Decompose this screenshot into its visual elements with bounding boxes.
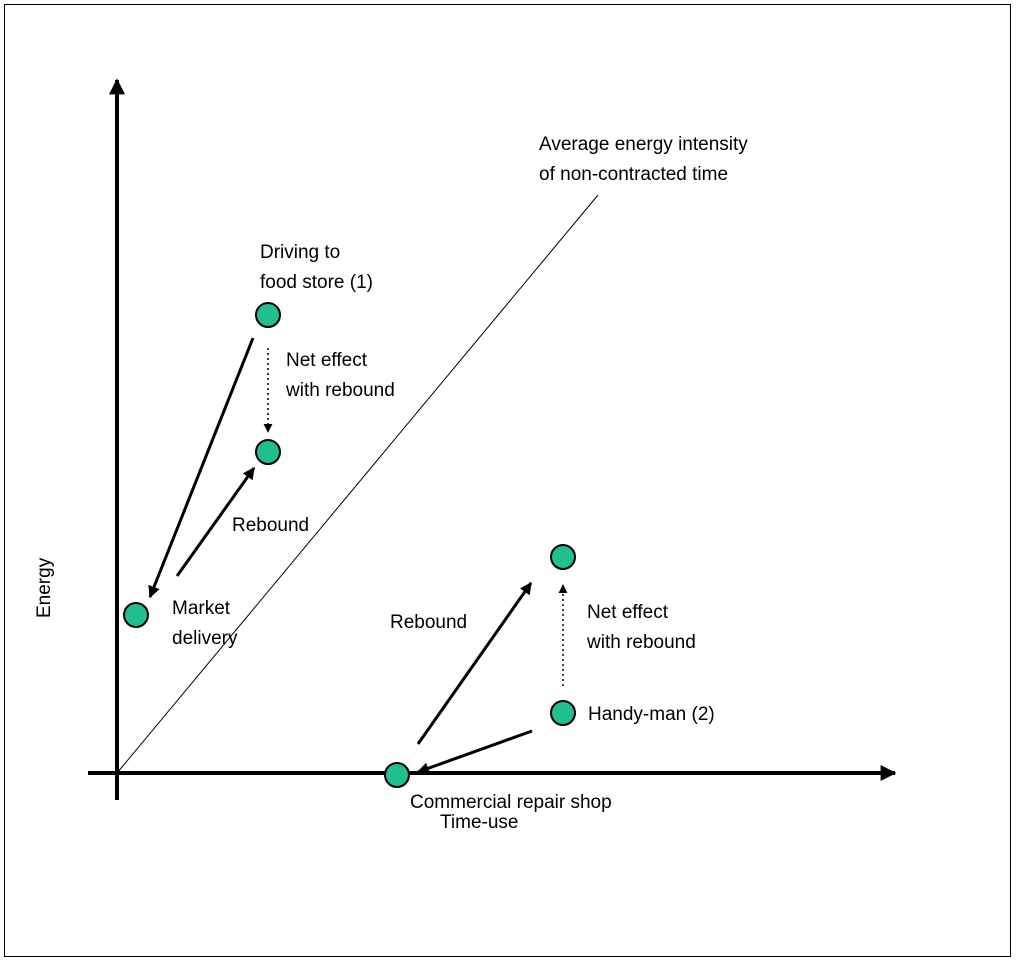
handyman-rebound-node [550,544,576,570]
rebound-label-2: Rebound [390,612,467,633]
rebound-arrow-1 [175,467,256,577]
market-delivery-label-2: delivery [172,628,238,649]
net-effect-label-1a: Net effect [286,350,368,371]
driving-rebound-node [255,439,281,465]
rebound-label-1: Rebound [232,515,309,536]
driving-label-1: Driving to [260,242,340,263]
reference-line-label-2: of non-contracted time [539,164,728,185]
handyman-node [550,700,576,726]
reference-line-label-1: Average energy intensity [539,134,748,155]
market-delivery-node [123,602,149,628]
net-effect-label-1b: with rebound [285,380,395,401]
repair-shop-label: Commercial repair shop [410,792,612,813]
diagram-frame [4,4,1011,957]
net-effect-label-2b: with rebound [586,632,696,653]
y-axis-label: Energy [34,557,55,618]
handyman-label: Handy-man (2) [588,704,715,725]
substitution-arrow-1 [148,337,255,599]
average-intensity-line [116,194,599,774]
driving-label-2: food store (1) [260,272,373,293]
driving-node [255,302,281,328]
market-delivery-label-1: Market [172,598,231,619]
substitution-arrow-2 [416,729,533,774]
net-effect-label-2a: Net effect [587,602,669,623]
repair-shop-node [384,762,410,788]
rebound-arrow-2 [416,582,533,745]
x-axis-label: Time-use [440,812,518,833]
